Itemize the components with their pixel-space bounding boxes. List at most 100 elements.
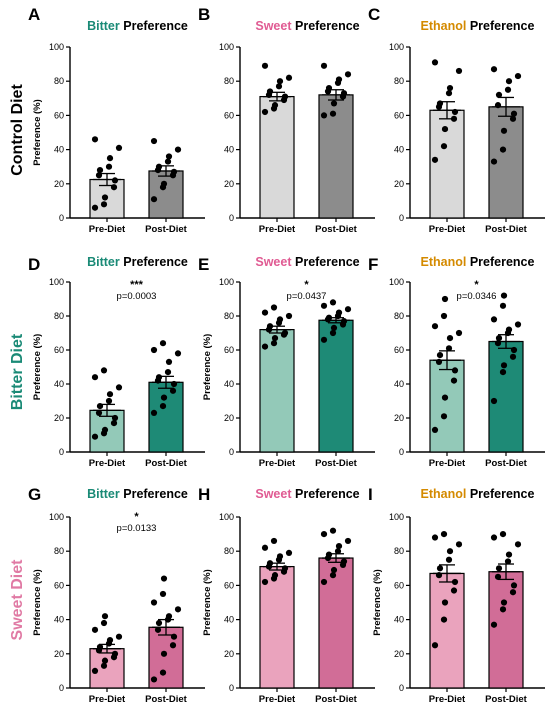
data-point [165,358,173,365]
data-point [169,642,177,649]
y-tick-label: 60 [394,110,404,120]
panel-letter: E [198,255,209,274]
data-point [150,137,158,145]
panel-letter: B [198,5,210,24]
panel-h: H Sweet Preference Preference (%) 0 20 40 60 80… [198,485,375,705]
y-tick-label: 20 [394,649,404,659]
data-point [160,575,168,582]
data-point [340,558,348,565]
x-tick-label: Post-Diet [485,224,528,235]
data-point [335,309,343,316]
data-point [440,312,448,320]
panel-title: Sweet Preference [255,255,359,269]
x-tick-label: Pre-Diet [429,458,466,469]
panel-letter: I [368,485,373,504]
bar-pre-diet [429,359,465,453]
data-point [164,158,172,165]
data-point [160,650,168,657]
data-point [500,292,508,299]
panel-f: F Ethanol Preference 0 20 40 60 80 100 Pre-Diet P… [368,255,545,469]
panel-title: Bitter Preference [87,255,188,269]
title-taste: Sweet [255,255,292,269]
y-tick-label: 40 [54,145,64,155]
data-point [285,74,293,81]
y-tick-label: 0 [229,213,234,223]
title-taste: Ethanol [421,255,467,269]
x-tick-label: Pre-Diet [259,694,296,705]
row-label-bitter-diet: Bitter Diet [9,333,26,410]
data-point [276,316,284,323]
y-tick-label: 60 [54,110,64,120]
panel-a: A Bitter Preference Preference (%) 0 20 40 60 8… [28,5,205,235]
bar-post-diet [488,340,524,453]
data-point [490,621,498,628]
y-tick-label: 40 [394,145,404,155]
data-point [500,127,508,134]
y-tick-label: 20 [224,413,234,423]
x-tick-label: Post-Diet [315,224,358,235]
data-point [436,565,444,572]
y-tick-label: 0 [399,447,404,457]
panel-title: Sweet Preference [255,19,359,33]
y-tick-label: 100 [389,512,404,522]
x-tick-label: Pre-Diet [259,224,296,235]
data-point [91,374,99,381]
significance-stars: * [134,511,139,523]
data-point [325,551,333,558]
y-tick-label: 80 [54,76,64,86]
y-tick-label: 20 [224,649,234,659]
data-point [490,397,498,405]
significance-stars: * [304,279,309,291]
y-tick-label: 20 [224,179,234,189]
data-point [500,599,508,606]
data-point [164,369,172,376]
significance-stars: * [474,279,479,291]
data-point [509,353,517,360]
title-suffix: Preference [466,487,534,501]
data-point [329,329,337,337]
data-point [174,606,182,613]
data-point [150,196,158,203]
p-value: p=0.0003 [117,291,157,302]
data-point [174,350,182,357]
panel-title: Ethanol Preference [421,19,535,33]
data-point [335,542,343,550]
data-point [271,335,279,342]
data-point [446,548,454,555]
data-point [270,537,278,545]
data-point [100,201,108,208]
data-point [490,534,498,541]
panel-letter: F [368,255,378,274]
title-suffix: Preference [120,487,188,501]
bar-post-diet [148,170,184,219]
y-tick-label: 60 [224,580,234,590]
bar-pre-diet [429,572,465,689]
row-label-control-diet: Control Diet [9,84,26,176]
title-suffix: Preference [120,19,188,33]
data-point [106,155,114,162]
bar-post-diet [148,381,184,453]
y-tick-label: 80 [394,76,404,86]
title-suffix: Preference [292,19,360,33]
y-tick-label: 60 [224,110,234,120]
data-point [261,544,269,551]
data-point [261,108,269,116]
x-tick-label: Post-Diet [315,458,358,469]
data-point [505,78,513,85]
y-axis-label: Preference (%) [32,99,43,166]
data-point [169,387,177,394]
title-suffix: Preference [120,255,188,269]
data-point [499,369,507,376]
data-point [499,531,507,538]
data-point [275,83,283,90]
data-point [320,302,328,309]
data-point [101,194,109,201]
panel-title: Ethanol Preference [421,487,535,501]
data-point [441,599,449,606]
y-tick-label: 40 [394,379,404,389]
data-point [115,144,123,151]
data-point [450,377,458,384]
data-point [344,306,352,313]
y-tick-label: 40 [394,615,404,625]
data-point [101,426,109,433]
